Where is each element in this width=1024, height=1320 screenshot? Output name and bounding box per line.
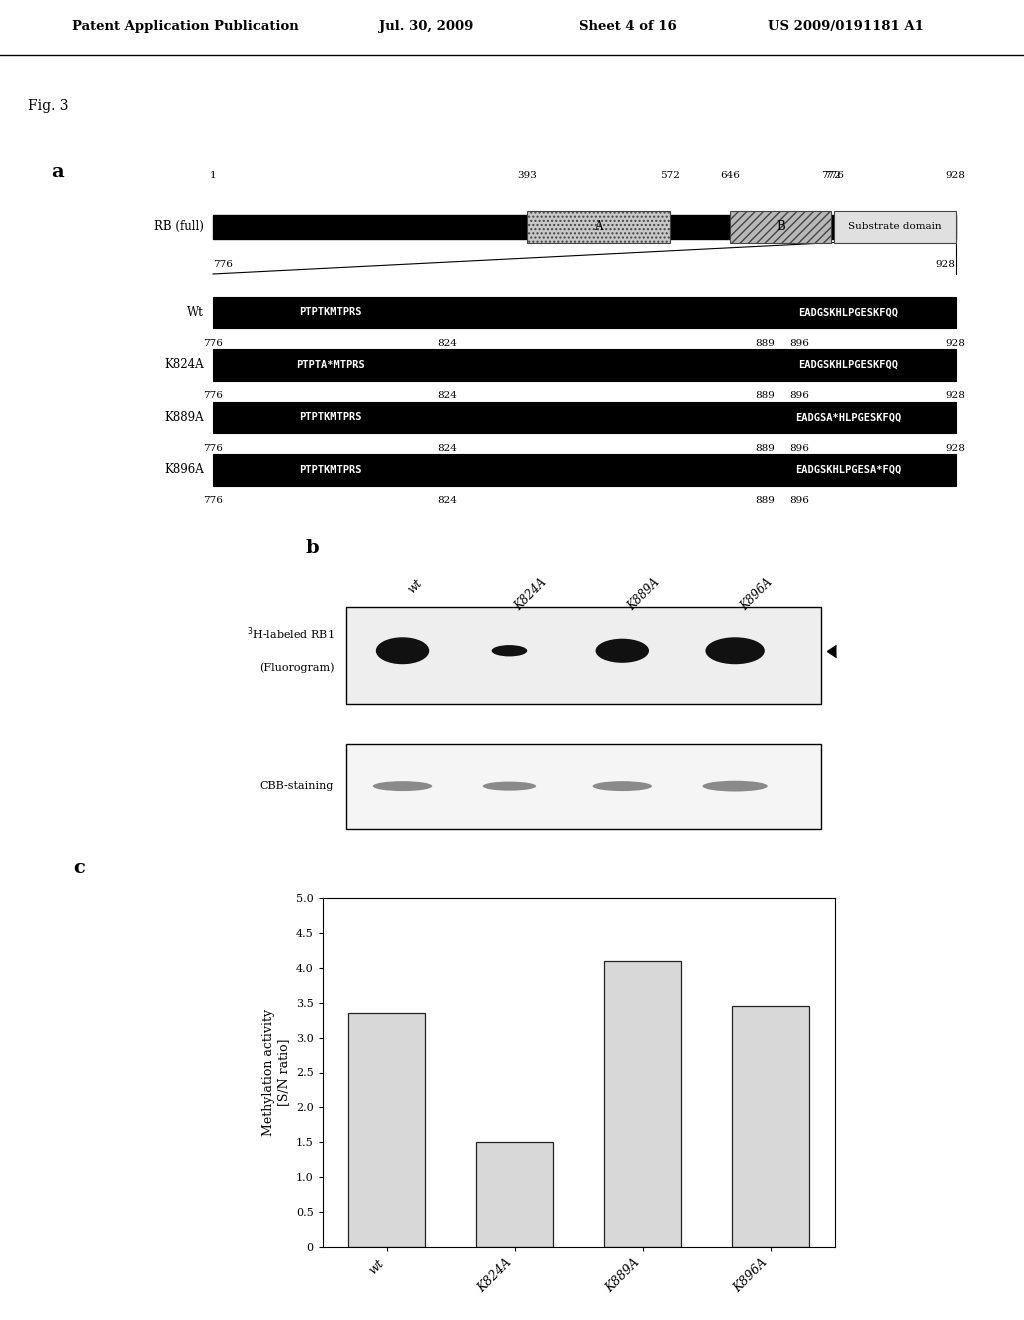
Text: K896A: K896A xyxy=(738,576,775,614)
Text: PTPTA*MTPRS: PTPTA*MTPRS xyxy=(296,360,365,370)
Ellipse shape xyxy=(373,781,432,791)
Text: 776: 776 xyxy=(203,391,223,400)
Text: Jul. 30, 2009: Jul. 30, 2009 xyxy=(379,20,473,33)
Text: 772: 772 xyxy=(821,170,841,180)
Text: K889A: K889A xyxy=(626,576,663,614)
Text: 776: 776 xyxy=(203,496,223,506)
Text: 889: 889 xyxy=(755,496,775,506)
Text: 896: 896 xyxy=(790,391,809,400)
Text: 824: 824 xyxy=(437,339,458,347)
Text: K889A: K889A xyxy=(164,411,204,424)
Bar xyxy=(213,350,955,380)
Text: EADGSKHLPGESKFQQ: EADGSKHLPGESKFQQ xyxy=(798,308,898,318)
Text: K896A: K896A xyxy=(164,463,204,477)
Text: K824A: K824A xyxy=(164,359,204,371)
Text: 393: 393 xyxy=(517,170,537,180)
Text: 1: 1 xyxy=(210,170,216,180)
Text: (Fluorogram): (Fluorogram) xyxy=(259,663,334,673)
Bar xyxy=(527,211,671,243)
Text: wt: wt xyxy=(406,576,425,595)
Text: 928: 928 xyxy=(936,260,955,269)
Text: A: A xyxy=(595,220,603,234)
Text: 824: 824 xyxy=(437,444,458,453)
Bar xyxy=(213,401,955,433)
Text: 776: 776 xyxy=(824,170,844,180)
Ellipse shape xyxy=(376,638,429,664)
Text: a: a xyxy=(51,162,63,181)
Text: PTPTKMTPRS: PTPTKMTPRS xyxy=(299,465,361,475)
Text: Sheet 4 of 16: Sheet 4 of 16 xyxy=(579,20,676,33)
Text: Fig. 3: Fig. 3 xyxy=(28,99,69,114)
Text: Substrate domain: Substrate domain xyxy=(848,222,942,231)
Bar xyxy=(348,1012,425,1247)
Text: 889: 889 xyxy=(755,339,775,347)
Bar xyxy=(346,743,821,829)
Ellipse shape xyxy=(596,639,649,663)
Text: EADGSKHLPGESA*FQQ: EADGSKHLPGESA*FQQ xyxy=(795,465,901,475)
Text: US 2009/0191181 A1: US 2009/0191181 A1 xyxy=(768,20,924,33)
Text: $^{3}$H-labeled RB1: $^{3}$H-labeled RB1 xyxy=(247,626,334,642)
Text: 896: 896 xyxy=(790,496,809,506)
Bar xyxy=(834,211,955,243)
Ellipse shape xyxy=(482,781,537,791)
Text: 776: 776 xyxy=(203,339,223,347)
Ellipse shape xyxy=(593,781,652,791)
Ellipse shape xyxy=(706,638,765,664)
Text: 646: 646 xyxy=(720,170,739,180)
Ellipse shape xyxy=(492,645,527,656)
Text: 824: 824 xyxy=(437,496,458,506)
Bar xyxy=(213,215,955,239)
Text: PTPTKMTPRS: PTPTKMTPRS xyxy=(299,308,361,318)
Text: CBB-staining: CBB-staining xyxy=(260,781,334,791)
Bar xyxy=(732,1006,809,1247)
Text: 572: 572 xyxy=(660,170,680,180)
Text: EADGSA*HLPGESKFQQ: EADGSA*HLPGESKFQQ xyxy=(795,412,901,422)
Text: Patent Application Publication: Patent Application Publication xyxy=(72,20,298,33)
Text: c: c xyxy=(74,859,86,876)
Bar xyxy=(604,961,681,1247)
Text: PTPTKMTPRS: PTPTKMTPRS xyxy=(299,412,361,422)
Text: Wt: Wt xyxy=(187,306,204,319)
Bar xyxy=(346,607,821,704)
Text: B: B xyxy=(776,220,784,234)
Text: 928: 928 xyxy=(946,391,966,400)
Text: 896: 896 xyxy=(790,444,809,453)
Text: 928: 928 xyxy=(946,444,966,453)
Text: 928: 928 xyxy=(946,339,966,347)
Text: 889: 889 xyxy=(755,391,775,400)
Text: RB (full): RB (full) xyxy=(154,220,204,234)
Text: EADGSKHLPGESKFQQ: EADGSKHLPGESKFQQ xyxy=(798,360,898,370)
Y-axis label: Methylation activity
[S/N ratio]: Methylation activity [S/N ratio] xyxy=(262,1008,290,1137)
Text: 928: 928 xyxy=(946,170,966,180)
Text: b: b xyxy=(305,539,318,557)
Text: 889: 889 xyxy=(755,444,775,453)
Bar xyxy=(476,1142,553,1247)
Bar xyxy=(730,211,830,243)
Text: 896: 896 xyxy=(790,339,809,347)
Text: 824: 824 xyxy=(437,391,458,400)
Text: K824A: K824A xyxy=(512,576,550,614)
Bar xyxy=(213,454,955,486)
Ellipse shape xyxy=(702,780,768,792)
Bar xyxy=(213,297,955,329)
Text: 776: 776 xyxy=(213,260,232,269)
Text: 776: 776 xyxy=(203,444,223,453)
